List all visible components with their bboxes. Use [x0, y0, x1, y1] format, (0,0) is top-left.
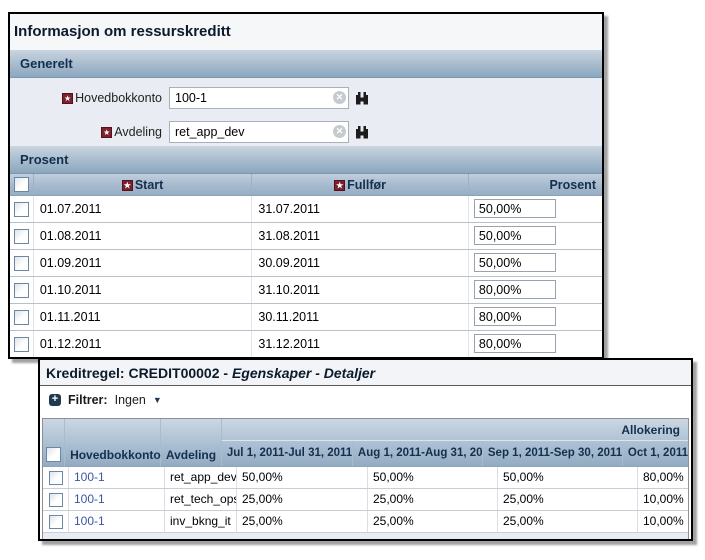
table-row: 01.11.2011 30.11.2011	[10, 304, 602, 331]
end-date: 30.11.2011	[252, 304, 469, 330]
section-header-general: Generelt	[10, 50, 602, 78]
lookup-binoculars-icon[interactable]	[355, 126, 369, 144]
percent-input[interactable]	[473, 199, 556, 218]
row-checkbox[interactable]	[48, 514, 63, 529]
jul-value: 25,00%	[237, 489, 368, 510]
allocation-table-header: Hovedbokkonto Avdeling Allokering Jul 1,…	[43, 419, 688, 467]
jul-value: 50,00%	[237, 467, 368, 488]
field-row-account: Hovedbokkonto	[10, 87, 602, 110]
sep-value: 50,00%	[498, 467, 638, 488]
oct-value: 10,00%	[643, 514, 684, 528]
end-date: 31.10.2011	[252, 277, 469, 303]
percent-input[interactable]	[473, 334, 556, 353]
dept-value: ret_tech_ops	[165, 489, 237, 510]
end-date: 31.08.2011	[252, 223, 469, 249]
dept-label: Avdeling	[10, 121, 162, 144]
clear-icon[interactable]	[333, 125, 346, 138]
percent-input[interactable]	[473, 307, 556, 326]
lookup-binoculars-icon[interactable]	[355, 92, 369, 110]
dept-value: ret_app_dev	[165, 467, 237, 488]
row-checkbox[interactable]	[13, 228, 29, 244]
window-title: Kreditregel: CREDIT00002 - Egenskaper - …	[40, 360, 691, 386]
start-column-header: Start	[34, 174, 253, 195]
oct-value: 10,00%	[643, 492, 684, 506]
aug-column-header: Aug 1, 2011-Aug 31, 2011	[353, 441, 483, 466]
row-checkbox[interactable]	[13, 201, 29, 217]
dept-value: inv_bkng_it	[165, 511, 237, 532]
table-footer-strip	[43, 533, 688, 539]
select-all-checkbox[interactable]	[13, 177, 29, 192]
aug-value: 50,00%	[368, 467, 498, 488]
aug-value: 25,00%	[368, 511, 498, 532]
account-input-wrap	[169, 87, 349, 109]
filter-value: Ingen	[114, 393, 146, 407]
percent-input[interactable]	[473, 253, 556, 272]
section-header-percent: Prosent	[10, 146, 602, 174]
row-checkbox[interactable]	[13, 282, 29, 298]
row-checkbox[interactable]	[48, 492, 63, 507]
dept-input-wrap	[169, 121, 349, 143]
sep-column-header: Sep 1, 2011-Sep 30, 2011	[483, 441, 623, 466]
chevron-down-icon[interactable]: ▼	[152, 395, 162, 405]
table-row: 100-1 ret_tech_ops 25,00% 25,00% 25,00% …	[43, 489, 688, 511]
window-title: Informasjon om ressurskreditt	[10, 14, 602, 50]
allocation-table: Hovedbokkonto Avdeling Allokering Jul 1,…	[42, 418, 689, 539]
resource-credit-window: Informasjon om ressurskreditt Generelt H…	[8, 12, 604, 359]
required-icon	[121, 180, 133, 192]
table-row: 01.12.2011 31.12.2011	[10, 331, 602, 357]
sep-value: 25,00%	[498, 489, 638, 510]
sep-value: 25,00%	[498, 511, 638, 532]
allocation-group-header: Allokering	[221, 419, 688, 441]
required-icon	[101, 127, 113, 139]
aug-value: 25,00%	[368, 489, 498, 510]
clear-icon[interactable]	[333, 91, 346, 104]
row-checkbox[interactable]	[48, 470, 63, 485]
start-date: 01.10.2011	[34, 277, 253, 303]
filter-bar[interactable]: Filtrer: Ingen ▼	[40, 386, 691, 414]
required-icon	[62, 93, 74, 105]
start-date: 01.11.2011	[34, 304, 253, 330]
account-link[interactable]: 100-1	[69, 467, 165, 488]
filter-label: Filtrer:	[68, 393, 108, 407]
row-checkbox[interactable]	[13, 336, 29, 352]
percent-input[interactable]	[473, 280, 556, 299]
percent-table-header: Start Fullfør Prosent	[10, 174, 602, 196]
start-date: 01.07.2011	[34, 196, 253, 222]
table-row: 100-1 inv_bkng_it 25,00% 25,00% 25,00% 1…	[43, 511, 688, 533]
end-date: 31.12.2011	[252, 331, 469, 357]
percent-column-header: Prosent	[549, 178, 596, 192]
required-icon	[334, 180, 346, 192]
row-checkbox[interactable]	[13, 309, 29, 325]
start-date: 01.08.2011	[34, 223, 253, 249]
general-form: Hovedbokkonto Avdeling	[10, 78, 602, 146]
oct-value: 80,00%	[643, 470, 684, 484]
end-date: 31.07.2011	[252, 196, 469, 222]
end-date: 30.09.2011	[252, 250, 469, 276]
table-row: 01.07.2011 31.07.2011	[10, 196, 602, 223]
select-all-checkbox[interactable]	[46, 447, 62, 462]
account-link[interactable]: 100-1	[69, 489, 165, 510]
account-input[interactable]	[169, 87, 349, 109]
percent-input[interactable]	[473, 226, 556, 245]
start-date: 01.09.2011	[34, 250, 253, 276]
jul-value: 25,00%	[237, 511, 368, 532]
complete-column-header: Fullfør	[252, 174, 469, 195]
table-row: 100-1 ret_app_dev 50,00% 50,00% 50,00% 8…	[43, 467, 688, 489]
start-date: 01.12.2011	[34, 331, 253, 357]
account-link[interactable]: 100-1	[69, 511, 165, 532]
account-label: Hovedbokkonto	[10, 87, 162, 110]
dept-column-header: Avdeling	[161, 419, 222, 466]
row-checkbox[interactable]	[13, 255, 29, 271]
credit-rule-window: Kreditregel: CREDIT00002 - Egenskaper - …	[38, 358, 693, 541]
table-row: 01.10.2011 31.10.2011	[10, 277, 602, 304]
table-row: 01.08.2011 31.08.2011	[10, 223, 602, 250]
jul-column-header: Jul 1, 2011-Jul 31, 2011	[222, 441, 353, 466]
oct-column-header: Oct 1, 2011	[627, 447, 688, 459]
table-row: 01.09.2011 30.09.2011	[10, 250, 602, 277]
dept-input[interactable]	[169, 121, 349, 143]
account-column-header: Hovedbokkonto	[65, 419, 162, 466]
field-row-dept: Avdeling	[10, 121, 602, 144]
expand-icon[interactable]	[49, 394, 61, 406]
